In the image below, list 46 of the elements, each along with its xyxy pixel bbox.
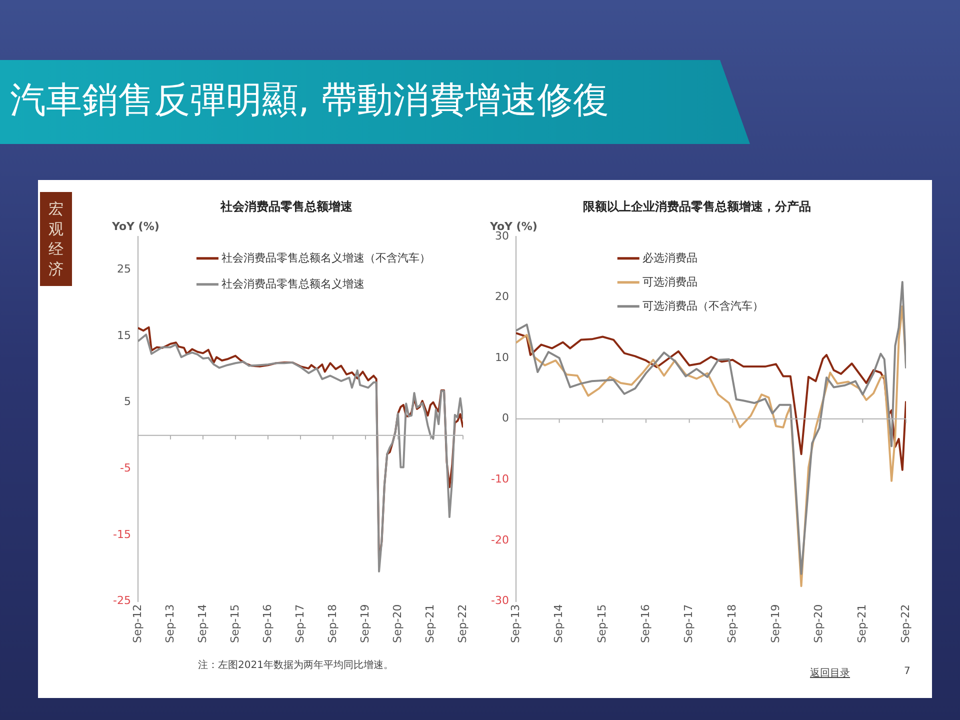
- x-tick-label: Sep-15: [228, 604, 242, 644]
- x-tick-label: Sep-16: [638, 604, 652, 644]
- chart-title: 社会消费品零售总额增速: [220, 199, 354, 214]
- y-tick-label: 5: [124, 395, 131, 408]
- x-tick-label: Sep-22: [898, 604, 912, 644]
- text: 汽車銷售反彈明顯, 帶動消費增速修復: [10, 79, 609, 123]
- y-tick-label: 15: [116, 328, 131, 342]
- x-tick-label: Sep-22: [456, 604, 469, 644]
- x-tick-label: Sep-17: [682, 604, 696, 644]
- y-tick-label: -10: [491, 472, 509, 486]
- y-tick-label: 0: [502, 412, 509, 425]
- y-tick-label: -20: [491, 533, 509, 546]
- x-tick-label: Sep-13: [163, 604, 176, 644]
- y-tick-label: 20: [494, 290, 509, 304]
- x-tick-label: Sep-20: [812, 604, 826, 644]
- x-tick-label: Sep-19: [358, 604, 372, 644]
- legend-label: 可选消费品: [642, 275, 698, 288]
- legend-label: 社会消费品零售总额名义增速: [221, 277, 364, 290]
- legend-label: 社会消费品零售总额名义增速（不含汽车）: [221, 251, 430, 264]
- text: 返回目录: [810, 666, 850, 680]
- x-tick-label: Sep-20: [390, 604, 404, 644]
- y-tick-label: -25: [113, 594, 131, 608]
- text: 7: [904, 666, 910, 677]
- x-tick-label: Sep-15: [596, 604, 608, 644]
- tag-box: 宏观经济: [40, 192, 72, 286]
- x-tick-label: Sep-14: [552, 604, 566, 644]
- x-tick-label: Sep-21: [423, 604, 436, 644]
- x-tick-label: Sep-18: [726, 604, 739, 644]
- y-tick-label: -15: [113, 528, 131, 541]
- x-tick-label: Sep-19: [768, 604, 782, 644]
- legend-label: 必选消费品: [642, 251, 698, 264]
- x-tick-label: Sep-17: [293, 604, 306, 644]
- x-tick-label: Sep-16: [260, 604, 274, 644]
- x-tick-label: Sep-12: [130, 604, 144, 644]
- y-axis-title: YoY (%): [111, 220, 160, 233]
- y-tick-label: -5: [120, 461, 131, 474]
- y-tick-label: 25: [116, 262, 131, 276]
- legend-label: 可选消费品（不含汽车）: [642, 299, 764, 312]
- x-tick-label: Sep-18: [326, 604, 339, 644]
- text: 注：左图2021年数据为两年平均同比增速。: [198, 658, 394, 672]
- chart-title: 限额以上企业消费品零售总额增速，分产品: [583, 199, 811, 214]
- y-tick-label: 10: [494, 350, 509, 364]
- y-tick-label: -30: [491, 594, 509, 608]
- x-tick-label: Sep-21: [856, 604, 869, 644]
- x-tick-label: Sep-14: [196, 604, 209, 644]
- x-tick-label: Sep-13: [508, 604, 522, 644]
